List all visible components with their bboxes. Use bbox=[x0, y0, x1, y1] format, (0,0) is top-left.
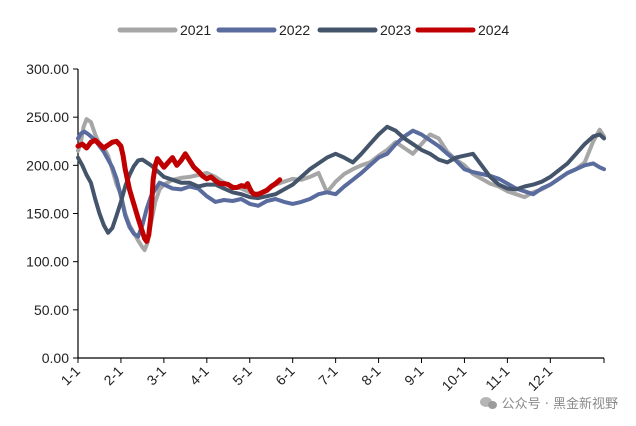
series-line-2024 bbox=[75, 137, 283, 244]
y-tick-label: 300.00 bbox=[26, 61, 69, 77]
x-tick-label: 4-1 bbox=[186, 363, 212, 389]
x-axis: 1-1 2-1 3-1 4-1 5-1 6-1 7-1 8-1 9-1 10-1 11-1 12-1 bbox=[57, 357, 605, 394]
legend-label: 2024 bbox=[478, 22, 509, 38]
x-tick-label: 1-1 bbox=[57, 363, 83, 389]
x-tick-label: 9-1 bbox=[401, 363, 427, 389]
x-tick-label: 3-1 bbox=[143, 363, 169, 389]
series-line-2022 bbox=[76, 128, 606, 239]
y-tick-label: 250.00 bbox=[26, 109, 69, 125]
x-tick-label: 7-1 bbox=[315, 363, 341, 389]
y-tick-label: 50.00 bbox=[34, 302, 69, 318]
y-axis: 0.00 50.00 100.00 150.00 200.00 250.00 300.00 bbox=[26, 61, 79, 366]
x-tick-label: 12-1 bbox=[524, 363, 555, 394]
series-group bbox=[75, 117, 606, 253]
x-tick-label: 11-1 bbox=[482, 363, 513, 394]
wechat-icon bbox=[479, 396, 498, 410]
y-tick-label: 150.00 bbox=[26, 206, 69, 222]
x-tick-label: 8-1 bbox=[358, 363, 384, 389]
x-tick-label: 6-1 bbox=[272, 363, 298, 389]
x-tick-label: 5-1 bbox=[229, 363, 255, 389]
y-tick-label: 100.00 bbox=[26, 254, 69, 270]
legend: 2021 2022 2023 2024 bbox=[117, 22, 509, 38]
watermark-text: 公众号 · 黑金新视野 bbox=[501, 397, 618, 412]
legend-label: 2022 bbox=[279, 22, 310, 38]
x-tick-label: 2-1 bbox=[100, 363, 126, 389]
x-tick-label: 10-1 bbox=[438, 363, 469, 394]
legend-label: 2023 bbox=[380, 22, 411, 38]
series-line-2023 bbox=[76, 124, 606, 235]
y-tick-label: 200.00 bbox=[26, 157, 69, 173]
y-tick-label: 0.00 bbox=[42, 350, 69, 366]
watermark: 公众号 · 黑金新视野 bbox=[479, 393, 618, 412]
legend-label: 2021 bbox=[180, 22, 211, 38]
